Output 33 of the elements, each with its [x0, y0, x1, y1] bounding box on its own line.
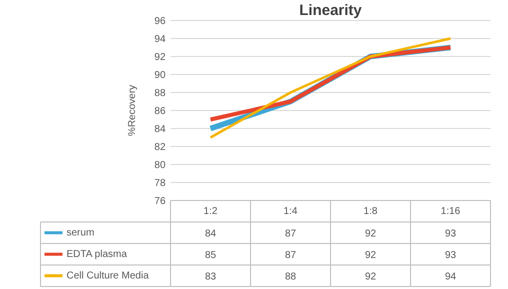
y-tick-label: 82	[154, 142, 166, 153]
data-label: 92	[364, 228, 376, 240]
x-tick-label: 1:2	[204, 206, 218, 217]
y-tick-label: 84	[154, 124, 166, 135]
x-tick-label: 1:16	[440, 206, 461, 217]
data-label: 83	[204, 271, 216, 282]
data-label: 85	[204, 250, 216, 261]
y-tick-label: 96	[154, 16, 166, 27]
y-tick-label: 86	[154, 106, 166, 117]
y-tick-label: 80	[154, 160, 166, 171]
y-tick-label: 90	[154, 70, 166, 81]
line-series	[209, 37, 452, 139]
legend-label: EDTA plasma	[66, 248, 128, 260]
data-label: 87	[284, 228, 296, 240]
y-axis-title: %Recovery	[127, 84, 138, 136]
y-tick-label: 88	[154, 88, 166, 99]
data-label: 84	[204, 228, 216, 240]
data-label: 88	[284, 271, 296, 282]
y-tick-label: 76	[154, 196, 166, 207]
x-tick-label: 1:8	[364, 206, 378, 217]
data-label: 94	[444, 271, 456, 282]
x-tick-label: 1:4	[284, 206, 298, 217]
data-label: 93	[444, 250, 456, 261]
legend-label: serum	[66, 227, 94, 238]
data-label: 87	[284, 250, 296, 261]
y-tick-label: 92	[154, 52, 166, 63]
chart-title: Linearity	[299, 2, 362, 19]
y-tick-label: 78	[154, 178, 166, 189]
data-label: 92	[364, 250, 376, 261]
legend-label: Cell Culture Media	[66, 270, 150, 282]
data-label: 93	[444, 228, 456, 240]
y-tick-label: 94	[154, 34, 166, 45]
data-label: 92	[364, 271, 376, 282]
